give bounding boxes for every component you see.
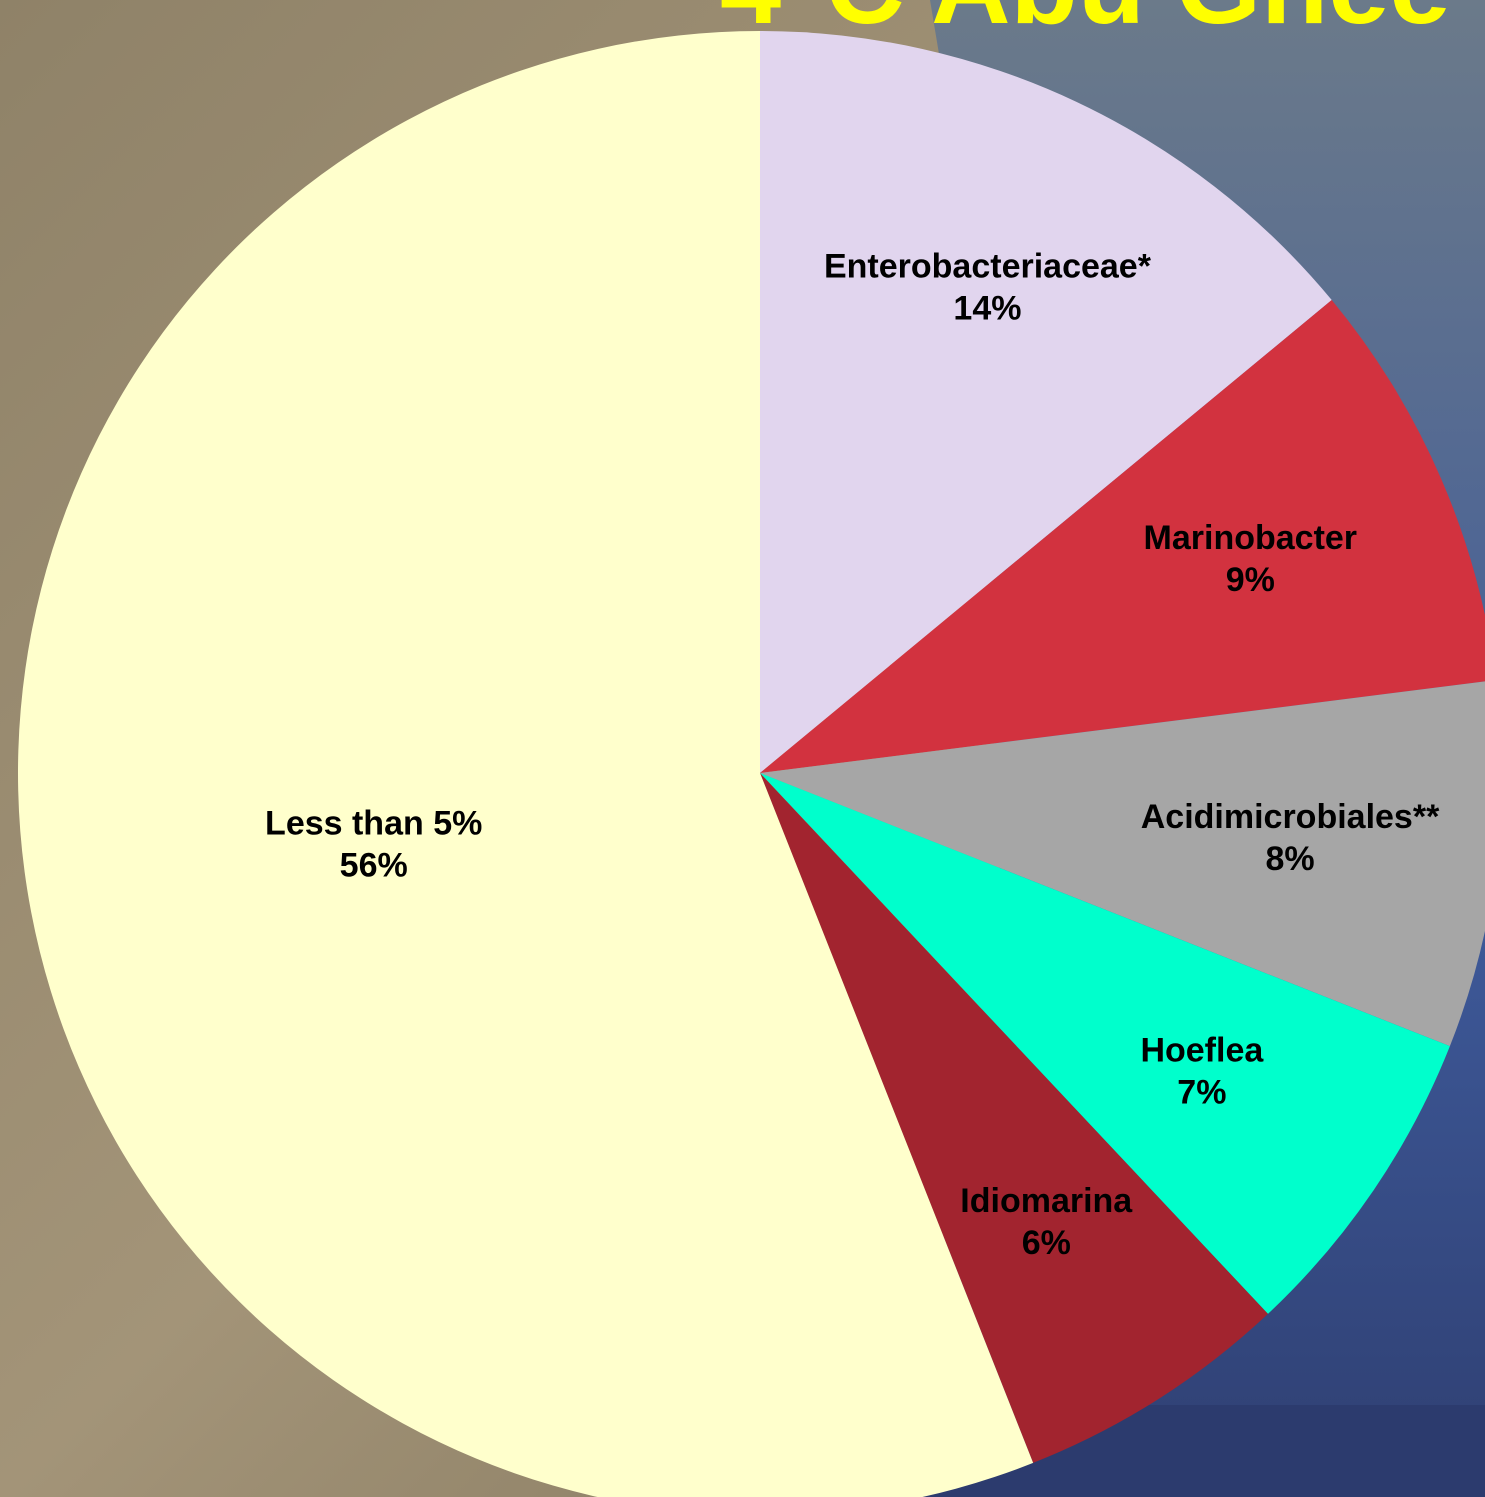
pie-slice [760, 773, 1268, 1463]
slice-value-label: 56% [340, 847, 408, 885]
slice-label: Idiomarina [960, 1182, 1133, 1220]
pie-slice [760, 300, 1485, 773]
slice-value-label: 7% [1177, 1073, 1226, 1111]
slice-label: Enterobacteriaceae* [824, 248, 1152, 286]
slice-label: Marinobacter [1144, 519, 1358, 557]
slice-value-label: 14% [953, 290, 1021, 328]
slice-value-label: 6% [1022, 1224, 1071, 1262]
slice-label: Acidimicrobiales** [1141, 798, 1440, 836]
slice-value-label: 9% [1226, 561, 1275, 599]
slice-label: Less than 5% [265, 805, 482, 843]
pie-slice [760, 773, 1450, 1314]
pie-slice [760, 681, 1485, 1047]
pie-slice [760, 31, 1332, 773]
pie-slice [18, 31, 1034, 1497]
slice-value-label: 8% [1265, 840, 1314, 878]
slice-label: Hoeflea [1140, 1031, 1264, 1069]
